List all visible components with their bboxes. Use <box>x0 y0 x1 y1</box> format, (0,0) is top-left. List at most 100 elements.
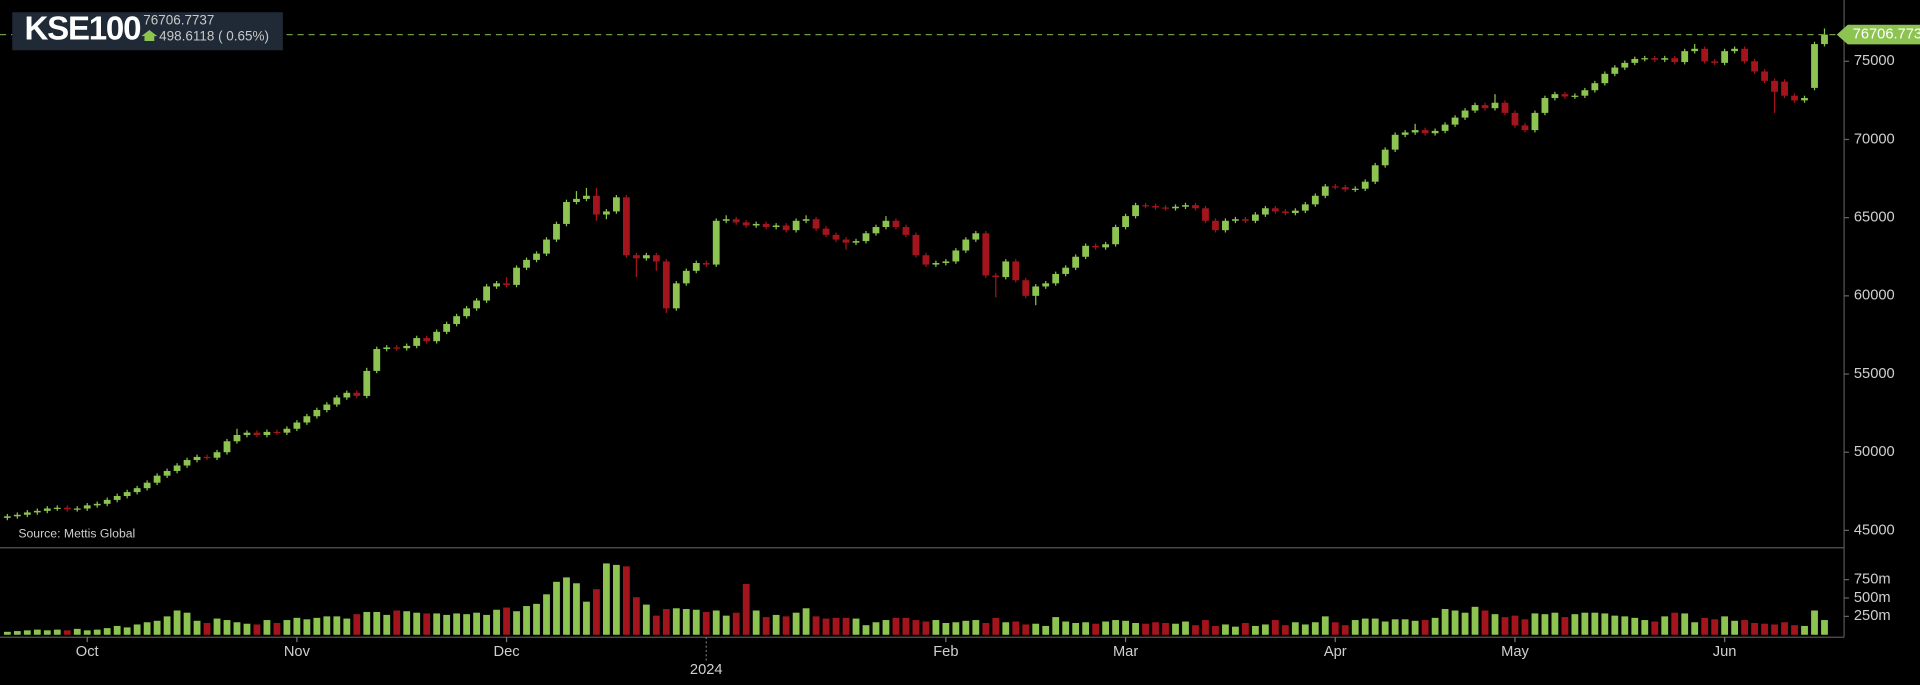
candle-body <box>213 452 221 458</box>
candle-body <box>313 409 321 417</box>
candle-body <box>1491 102 1499 109</box>
candle-body <box>243 432 251 436</box>
candle-body <box>612 197 620 212</box>
volume-bar <box>1771 624 1778 635</box>
candle-body <box>782 225 790 231</box>
candle-body <box>583 195 590 199</box>
candle-body <box>73 508 81 510</box>
volume-bar <box>1531 613 1539 635</box>
candle-body <box>1581 90 1589 96</box>
candle-body <box>752 223 760 226</box>
candle-body <box>1671 58 1679 63</box>
candle-body <box>742 222 750 226</box>
volume-bar <box>1381 621 1389 635</box>
volume-bar <box>642 604 650 635</box>
volume-bar <box>832 617 840 635</box>
volume-bar <box>1441 609 1449 635</box>
volume-bar <box>1741 620 1749 635</box>
header-box <box>12 12 283 51</box>
y-tick-label: 45000 <box>1854 522 1895 538</box>
volume-bar <box>193 620 201 635</box>
volume-bar <box>1311 622 1319 635</box>
candle-body <box>23 512 31 515</box>
volume-bar <box>153 620 161 635</box>
volume-bar <box>1062 621 1070 635</box>
volume-bar <box>113 625 121 635</box>
source: Source: Mettis Global <box>18 527 135 541</box>
volume-bar <box>3 631 11 635</box>
candle-body <box>1381 149 1389 166</box>
volume-bar <box>1331 622 1339 635</box>
candle-body <box>3 516 11 518</box>
volume-bar <box>1431 617 1439 635</box>
volume-bar <box>652 615 660 635</box>
volume-bar <box>982 622 990 635</box>
candle-body <box>1611 67 1619 74</box>
last-price-tag <box>1836 24 1920 45</box>
volume-bar <box>413 612 421 635</box>
candle-body <box>1242 219 1249 221</box>
candle-body <box>822 228 830 235</box>
candle-body <box>812 219 820 229</box>
candle-body <box>533 253 540 260</box>
candle-body <box>133 488 141 493</box>
volume-bar <box>1481 610 1489 635</box>
volume-bar <box>1082 622 1090 635</box>
candle-body <box>1631 58 1639 63</box>
candle-body <box>1771 80 1778 92</box>
volume-bar <box>1012 621 1020 635</box>
candle-body <box>473 300 481 309</box>
candle-body <box>363 370 371 396</box>
candle-body <box>832 234 840 240</box>
candle-body <box>323 404 331 410</box>
volume-bar <box>1032 623 1040 635</box>
volume-bar <box>1511 615 1519 635</box>
candle-body <box>862 233 870 242</box>
candle-body <box>1561 94 1569 97</box>
volume-bar <box>1781 622 1788 635</box>
volume-bar <box>1791 625 1798 635</box>
candle-body <box>1291 210 1299 213</box>
candle-body <box>1681 51 1689 63</box>
candle-body <box>1371 165 1379 182</box>
volume-bar <box>1052 617 1060 635</box>
volume-bar <box>1801 625 1808 635</box>
volume-bar <box>1701 617 1709 635</box>
candle-body <box>1781 81 1788 96</box>
candle-body <box>13 514 21 517</box>
candle-body <box>1032 286 1040 296</box>
x-tick-label: Dec <box>494 644 520 660</box>
candle-body <box>762 223 770 228</box>
candle-body <box>1232 219 1239 221</box>
volume-bar <box>762 617 770 635</box>
volume-bar <box>1731 620 1739 635</box>
volume-bar <box>1571 614 1579 635</box>
candle-body <box>1321 186 1329 196</box>
candle-body <box>1271 208 1279 212</box>
volume-bar <box>842 617 850 635</box>
candle-body <box>1042 283 1050 287</box>
candle-body <box>1661 58 1669 60</box>
volume-bar <box>93 629 101 635</box>
candle-body <box>692 263 700 271</box>
volume-bar <box>1451 610 1459 635</box>
volume-bar <box>233 622 241 635</box>
candle-body <box>702 263 710 265</box>
candle-body <box>503 283 510 285</box>
volume-bar <box>1092 623 1100 635</box>
volume-bar <box>343 618 351 635</box>
candle-body <box>433 331 441 342</box>
candle-body <box>1571 95 1579 97</box>
volume-bar <box>483 614 490 635</box>
volume-bar <box>183 612 191 635</box>
y-tick-label: 65000 <box>1854 210 1895 226</box>
volume-bar <box>1401 619 1409 635</box>
candle-body <box>1202 208 1209 221</box>
candle-body <box>1621 62 1629 68</box>
candle-body <box>1132 205 1139 217</box>
volume-bar <box>1291 622 1299 635</box>
candle-body <box>1351 188 1359 190</box>
candle-body <box>1311 195 1319 205</box>
volume-bar <box>223 620 231 635</box>
candle-body <box>383 347 391 350</box>
